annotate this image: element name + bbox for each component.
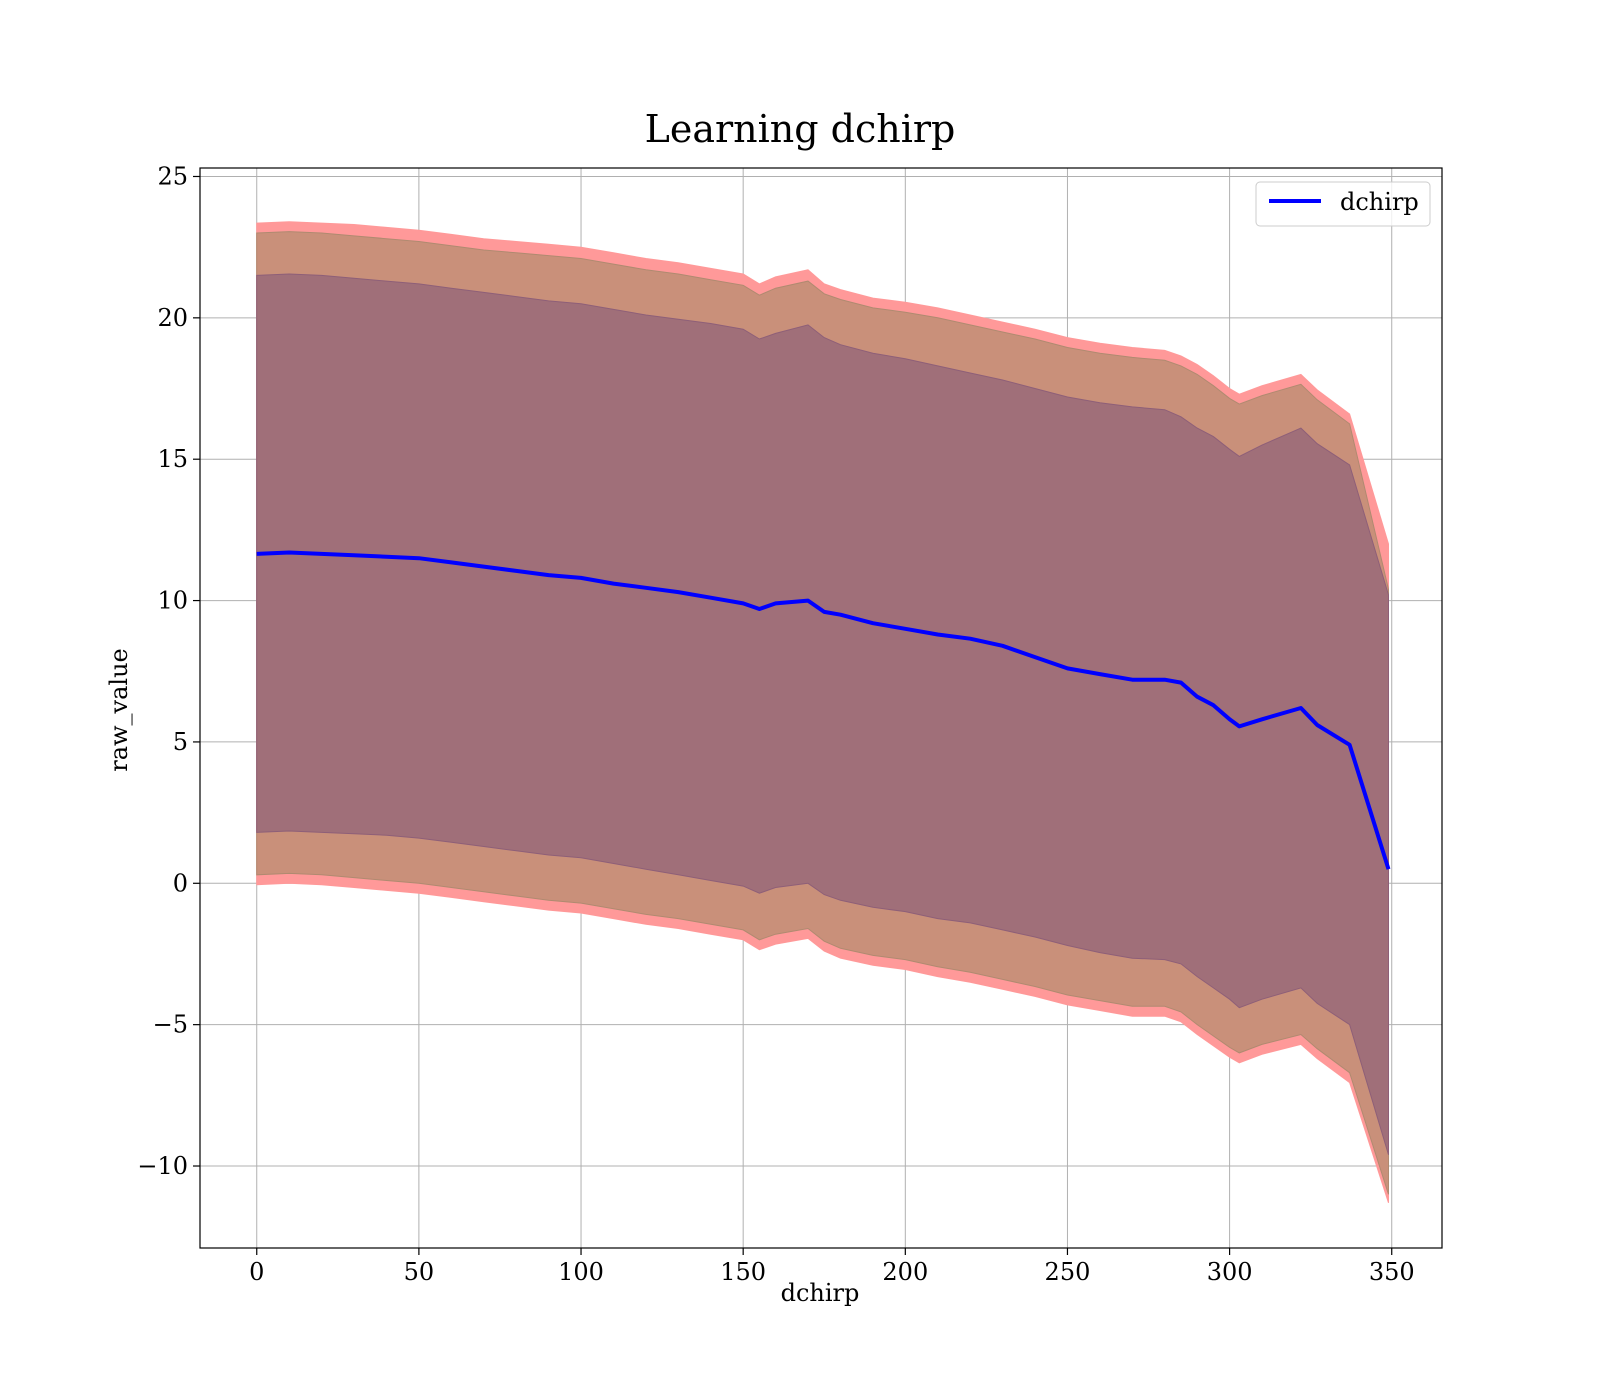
chart-title: Learning dchirp	[645, 107, 956, 151]
y-tick-label: −10	[137, 1152, 188, 1180]
y-axis-label: raw_value	[105, 648, 133, 772]
x-tick-label: 250	[1045, 1258, 1091, 1286]
y-tick-label: 0	[173, 869, 188, 897]
x-tick-label: 50	[404, 1258, 435, 1286]
y-tick-label: 20	[157, 304, 188, 332]
x-tick-label: 300	[1207, 1258, 1253, 1286]
y-tick-label: 5	[173, 728, 188, 756]
x-tick-label: 0	[249, 1258, 264, 1286]
x-tick-label: 350	[1369, 1258, 1415, 1286]
y-tick-label: 10	[157, 587, 188, 615]
legend: dchirp	[1255, 181, 1431, 227]
plot-area: 0 50 100 150 200 250 300 350 −10 −5 0 5 10 15 20 25	[137, 162, 1443, 1286]
y-tick-label: 15	[157, 445, 188, 473]
legend-box	[1255, 181, 1431, 227]
series-line-dchirp	[256, 550, 1391, 870]
x-tick-label: 150	[720, 1258, 766, 1286]
x-axis-label: dchirp	[781, 1279, 860, 1307]
axes-frame	[199, 167, 1443, 1249]
x-tick-label: 200	[882, 1258, 928, 1286]
y-tick-label: 25	[157, 162, 188, 190]
legend-label-dchirp: dchirp	[1340, 188, 1419, 216]
band-inner	[256, 273, 1389, 1155]
y-tick-label: −5	[153, 1011, 188, 1039]
x-tick-label: 100	[558, 1258, 604, 1286]
